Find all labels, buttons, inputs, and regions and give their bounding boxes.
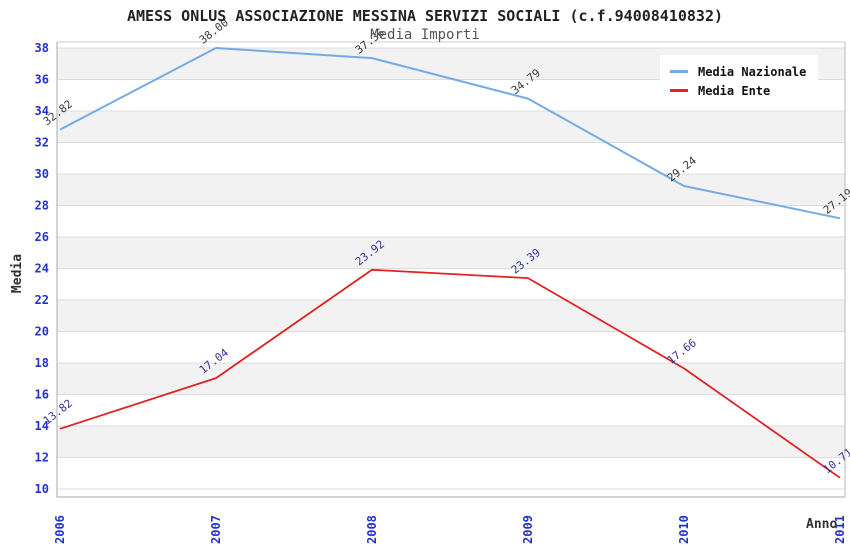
legend: Media Nazionale Media Ente [660, 55, 819, 108]
band [57, 426, 845, 458]
y-tick-label: 10 [35, 482, 49, 496]
series-line-media-ente [59, 268, 841, 479]
y-tick-label: 16 [35, 388, 49, 402]
y-tick-label: 26 [35, 230, 49, 244]
legend-label-media-nazionale: Media Nazionale [698, 64, 807, 79]
chart-title: AMESS ONLUS ASSOCIAZIONE MESSINA SERVIZI… [126, 7, 724, 25]
legend-item-media-ente: Media Ente [670, 81, 806, 100]
x-tick-label: 2007 [209, 515, 223, 544]
x-tick-label: 2006 [53, 515, 67, 544]
y-tick-label: 20 [35, 325, 49, 339]
legend-marker-blue-line-icon [670, 70, 688, 73]
y-tick-label: 38 [35, 41, 49, 55]
x-tick-label: 2010 [677, 515, 691, 544]
x-axis-title: Anno [806, 517, 838, 532]
y-tick-label: 36 [35, 73, 49, 87]
band [57, 363, 845, 395]
y-tick-label: 12 [35, 451, 49, 465]
legend-label-media-ente: Media Ente [698, 83, 771, 98]
x-tick-label: 2009 [521, 515, 535, 544]
band [57, 174, 845, 206]
y-tick-label: 14 [35, 419, 49, 433]
chart-subtitle: Media Importi [370, 27, 480, 43]
legend-item-media-nazionale: Media Nazionale [670, 62, 806, 81]
y-tick-label: 30 [35, 167, 49, 181]
y-tick-label: 32 [35, 136, 49, 150]
y-tick-label: 18 [35, 356, 49, 370]
y-tick-label: 24 [35, 262, 49, 276]
y-axis-title: Media [10, 253, 26, 294]
legend-marker-red-line-icon [670, 89, 688, 92]
band [57, 111, 845, 143]
x-tick-label: 2008 [365, 515, 379, 544]
y-tick-label: 28 [35, 199, 49, 213]
band [57, 237, 845, 269]
y-tick-label: 22 [35, 293, 49, 307]
series-line-media-nazionale [59, 47, 841, 220]
y-tick-label: 34 [35, 104, 49, 118]
x-tick-label: 2011 [833, 515, 847, 544]
band [57, 300, 845, 332]
